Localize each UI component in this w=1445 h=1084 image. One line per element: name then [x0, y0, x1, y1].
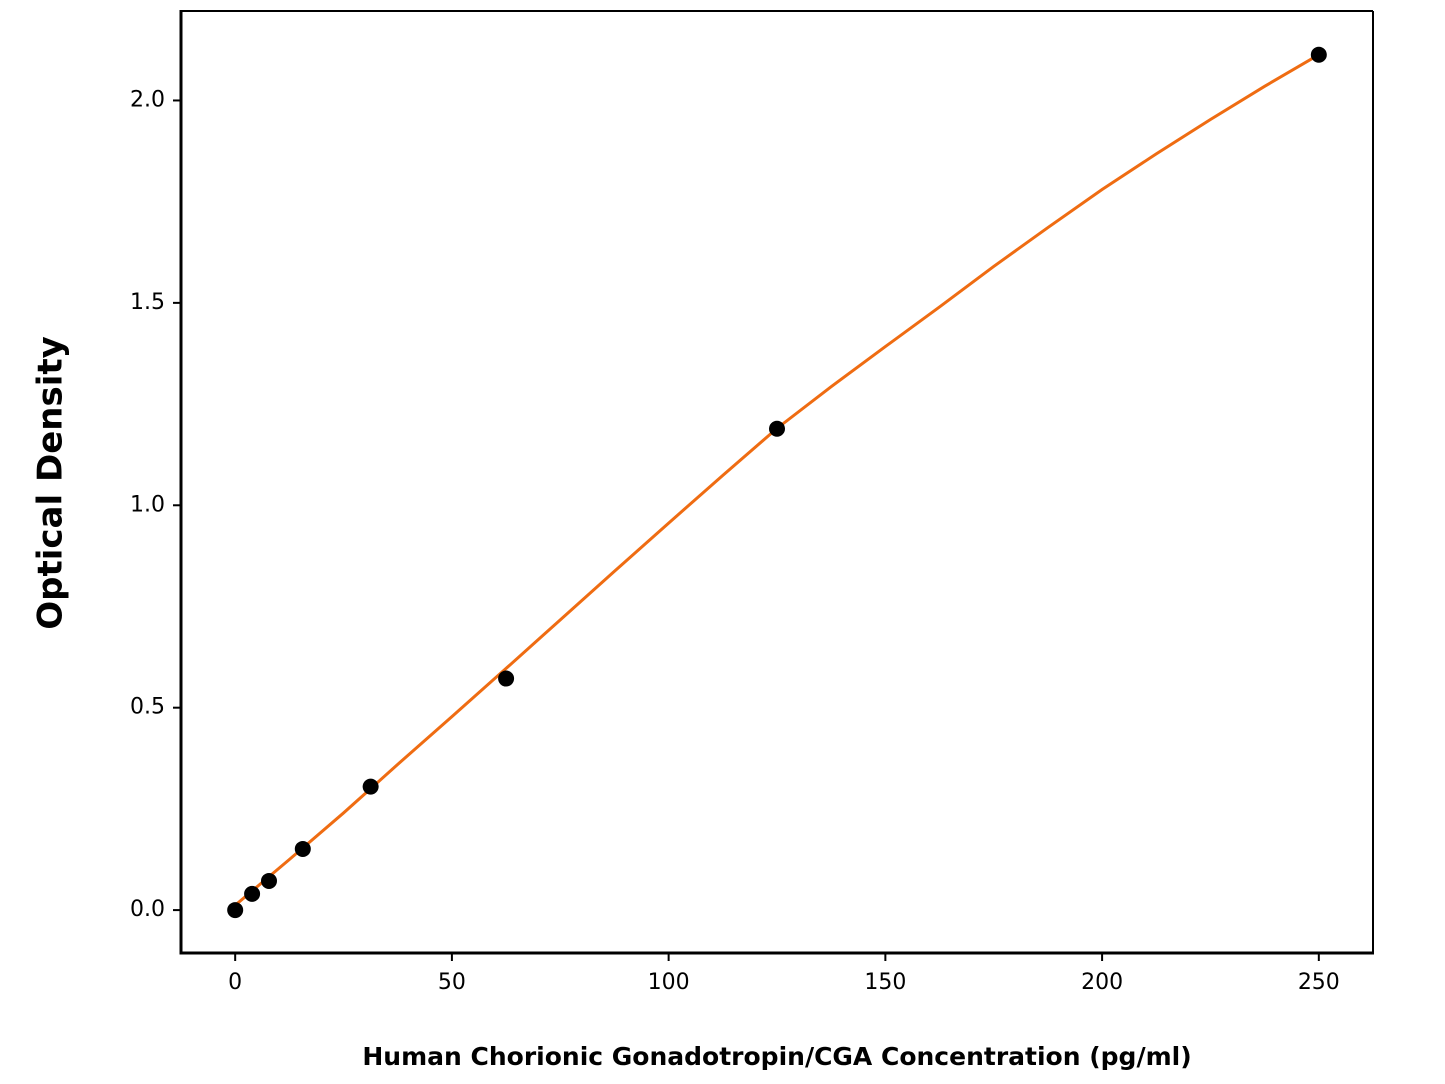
x-tick-label: 0 [228, 970, 242, 995]
data-point [260, 872, 277, 889]
fit-curve [234, 53, 1320, 907]
x-tick-label: 200 [1081, 970, 1123, 995]
y-tick-label: 0.5 [130, 695, 165, 720]
x-tick-label: 50 [438, 970, 466, 995]
data-point [244, 885, 261, 902]
x-tick-label: 250 [1298, 970, 1340, 995]
data-point [1310, 46, 1327, 63]
y-tick-label: 2.0 [130, 87, 165, 112]
data-point [227, 902, 244, 919]
data-point [498, 670, 515, 687]
x-tick-label: 100 [648, 970, 690, 995]
y-tick-label: 1.5 [130, 290, 165, 315]
data-point [362, 778, 379, 795]
y-tick-label: 1.0 [130, 492, 165, 517]
data-point [294, 840, 311, 857]
y-tick-label: 0.0 [130, 897, 165, 922]
x-axis-label: Human Chorionic Gonadotropin/CGA Concent… [362, 1042, 1191, 1071]
x-tick-label: 150 [864, 970, 906, 995]
data-point [769, 420, 785, 437]
y-axis-label: Optical Density [31, 336, 71, 630]
